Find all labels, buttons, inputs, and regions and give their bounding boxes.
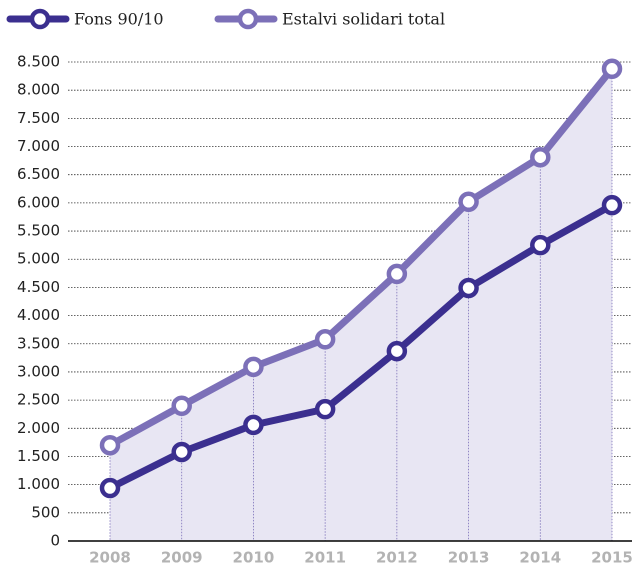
y-tick-label: 7.000 bbox=[17, 137, 60, 155]
y-tick-label: 7.500 bbox=[17, 109, 60, 127]
area bbox=[110, 68, 612, 541]
marker bbox=[386, 340, 408, 362]
marker bbox=[601, 194, 623, 216]
marker bbox=[386, 263, 408, 285]
y-tick-label: 8.000 bbox=[17, 81, 60, 99]
y-tick-label: 2.000 bbox=[17, 419, 60, 437]
x-tick-label: 2015 bbox=[591, 549, 633, 566]
x-tick-label: 2013 bbox=[448, 549, 490, 566]
marker bbox=[314, 329, 336, 350]
marker bbox=[171, 441, 192, 463]
marker bbox=[243, 356, 264, 378]
marker bbox=[458, 277, 479, 299]
marker bbox=[601, 58, 623, 80]
y-tick-label: 5.000 bbox=[17, 250, 60, 268]
x-tick-label: 2012 bbox=[376, 549, 418, 566]
y-tick-label: 500 bbox=[31, 503, 60, 521]
marker bbox=[99, 434, 121, 456]
legend-label: Estalvi solidari total bbox=[282, 10, 445, 29]
y-tick-label: 6.500 bbox=[17, 165, 60, 183]
series-line bbox=[108, 202, 614, 492]
legend-marker bbox=[237, 8, 259, 30]
marker bbox=[530, 234, 551, 256]
y-tick-label: 3.500 bbox=[17, 334, 60, 352]
series-line bbox=[108, 66, 615, 449]
y-tick-label: 1.500 bbox=[17, 447, 60, 465]
x-tick-label: 2009 bbox=[161, 549, 203, 566]
marker bbox=[171, 395, 192, 417]
legend-item: Estalvi solidari total bbox=[214, 8, 445, 30]
y-tick-label: 2.500 bbox=[17, 391, 60, 409]
y-tick-label: 5.500 bbox=[17, 222, 60, 240]
marker bbox=[530, 146, 551, 168]
y-tick-label: 8.500 bbox=[17, 53, 60, 71]
legend-item: Fons 90/10 bbox=[6, 8, 164, 30]
legend-marker bbox=[29, 8, 51, 30]
x-tick-label: 2010 bbox=[233, 549, 275, 566]
y-tick-label: 4.500 bbox=[17, 278, 60, 296]
legend-label: Fons 90/10 bbox=[74, 10, 164, 29]
marker bbox=[243, 414, 264, 436]
y-tick-label: 4.000 bbox=[17, 306, 60, 324]
x-tick-label: 2008 bbox=[89, 549, 131, 566]
marker bbox=[99, 477, 121, 499]
y-tick-label: 3.000 bbox=[17, 362, 60, 380]
y-tick-label: 6.000 bbox=[17, 193, 60, 211]
y-tick-label: 1.000 bbox=[17, 475, 60, 493]
marker bbox=[458, 191, 479, 213]
x-tick-label: 2014 bbox=[519, 549, 561, 566]
y-tick-label: 0 bbox=[50, 532, 60, 550]
marker bbox=[314, 398, 336, 420]
x-tick-label: 2011 bbox=[304, 549, 346, 566]
